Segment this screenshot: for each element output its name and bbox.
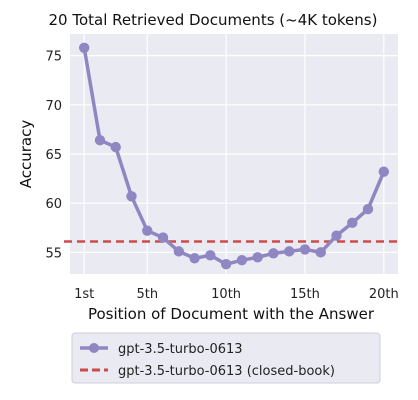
data-point [268, 248, 279, 259]
data-point [94, 135, 106, 146]
data-point [378, 166, 390, 177]
y-tick-label: 70 [45, 99, 62, 114]
legend: gpt-3.5-turbo-0613 gpt-3.5-turbo-0613 (c… [71, 332, 381, 384]
x-tick-label: 10th [211, 287, 241, 302]
series-line [78, 42, 390, 270]
y-tick-label: 65 [45, 148, 62, 163]
legend-closed-book-label: gpt-3.5-turbo-0613 (closed-book) [118, 364, 335, 379]
data-point [78, 42, 90, 53]
data-point [236, 255, 248, 266]
x-axis-label: Position of Document with the Answer [88, 305, 375, 323]
data-point [283, 246, 295, 257]
data-point [299, 244, 311, 255]
data-point [362, 203, 374, 215]
legend-entry-series: gpt-3.5-turbo-0613 [80, 342, 243, 357]
y-axis-label: Accuracy [17, 120, 35, 189]
x-tick-label: 20th [369, 287, 399, 302]
legend-series-label: gpt-3.5-turbo-0613 [118, 342, 243, 357]
x-axis-ticks: 1st 5th 10th 15th 20th [74, 287, 399, 302]
data-point [331, 230, 342, 241]
data-point [189, 253, 200, 264]
data-point [126, 191, 137, 202]
data-point [220, 258, 232, 270]
data-point [173, 246, 185, 257]
y-tick-label: 60 [45, 197, 62, 212]
data-point [110, 141, 121, 153]
data-point [252, 252, 263, 263]
legend-box [71, 332, 381, 384]
chart-title: 20 Total Retrieved Documents (~4K tokens… [49, 11, 378, 29]
data-point [157, 232, 169, 243]
data-point [315, 247, 326, 258]
data-point [347, 217, 358, 229]
y-tick-label: 75 [45, 50, 62, 65]
legend-entry-closed-book: gpt-3.5-turbo-0613 (closed-book) [80, 364, 335, 379]
data-point [142, 225, 153, 236]
x-tick-label: 15th [290, 287, 320, 302]
y-axis-ticks: 55 60 65 70 75 [45, 50, 62, 262]
legend-series-marker [89, 343, 99, 353]
x-tick-label: 5th [136, 287, 158, 302]
data-point [205, 250, 216, 261]
y-tick-label: 55 [45, 246, 62, 261]
x-tick-label: 1st [74, 287, 94, 302]
